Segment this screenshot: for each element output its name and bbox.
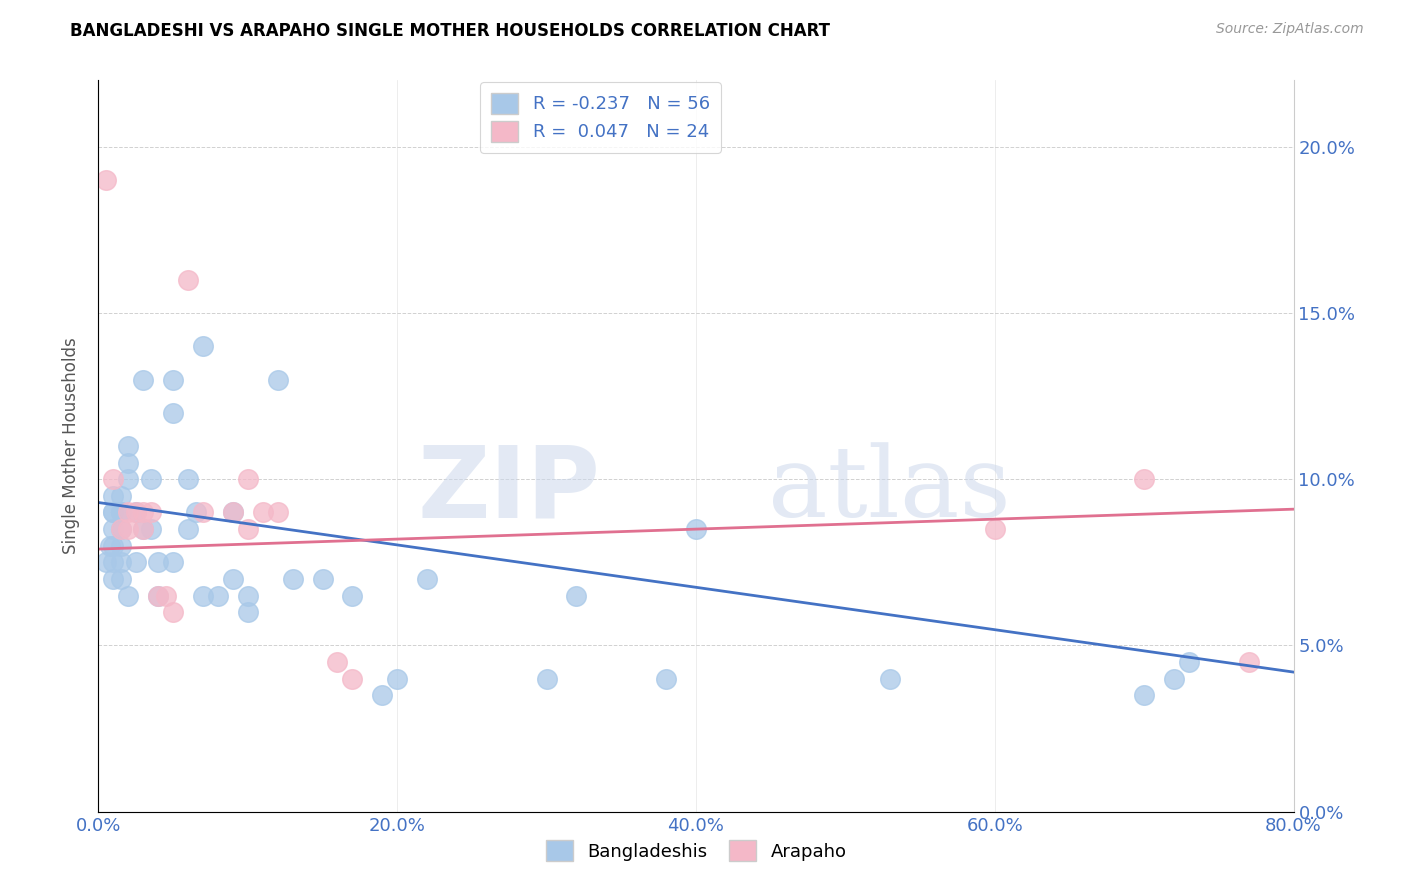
Point [110,555,132,569]
Point [222,506,245,520]
Point [110,572,132,586]
Point [177,472,200,486]
Point [103,489,125,503]
Point [117,439,139,453]
Point [117,506,139,520]
Point [125,506,148,520]
Point [236,605,259,619]
Point [132,372,155,386]
Point [110,506,132,520]
Point [416,572,439,586]
Point [132,522,155,536]
Legend: Bangladeshis, Arapaho: Bangladeshis, Arapaho [538,833,853,869]
Point [103,506,125,520]
Point [252,506,274,520]
Point [371,689,394,703]
Point [267,372,290,386]
Point [191,339,214,353]
Point [132,522,155,536]
Point [103,522,125,536]
Point [117,472,139,486]
Point [281,572,304,586]
Text: Source: ZipAtlas.com: Source: ZipAtlas.com [1216,22,1364,37]
Point [94,173,117,187]
Point [191,589,214,603]
Point [207,589,229,603]
Point [139,506,162,520]
Point [103,539,125,553]
Point [184,506,207,520]
Point [222,572,245,586]
Point [236,472,259,486]
Point [222,506,245,520]
Point [117,589,139,603]
Point [98,539,122,553]
Point [117,456,139,470]
Point [162,605,184,619]
Point [110,489,132,503]
Point [132,506,155,520]
Y-axis label: Single Mother Households: Single Mother Households [62,338,80,554]
Point [94,555,117,569]
Point [177,522,200,536]
Point [1133,689,1156,703]
Point [655,672,678,686]
Point [1163,672,1185,686]
Point [685,522,707,536]
Point [879,672,901,686]
Point [162,372,184,386]
Point [311,572,333,586]
Point [110,522,132,536]
Text: atlas: atlas [768,442,1011,538]
Point [162,555,184,569]
Point [139,522,162,536]
Point [236,522,259,536]
Point [103,506,125,520]
Point [103,472,125,486]
Point [385,672,409,686]
Point [125,506,148,520]
Point [191,506,214,520]
Point [267,506,290,520]
Point [110,522,132,536]
Point [342,589,364,603]
Point [155,589,177,603]
Point [326,655,349,669]
Point [984,522,1007,536]
Point [1133,472,1156,486]
Point [148,589,170,603]
Point [1237,655,1260,669]
Point [177,273,200,287]
Point [103,555,125,569]
Point [148,555,170,569]
Point [117,522,139,536]
Point [103,572,125,586]
Point [110,539,132,553]
Point [536,672,558,686]
Point [236,589,259,603]
Point [125,555,148,569]
Point [110,506,132,520]
Point [1178,655,1201,669]
Text: BANGLADESHI VS ARAPAHO SINGLE MOTHER HOUSEHOLDS CORRELATION CHART: BANGLADESHI VS ARAPAHO SINGLE MOTHER HOU… [70,22,831,40]
Point [565,589,588,603]
Text: ZIP: ZIP [418,442,600,539]
Point [148,589,170,603]
Point [139,472,162,486]
Point [162,406,184,420]
Point [342,672,364,686]
